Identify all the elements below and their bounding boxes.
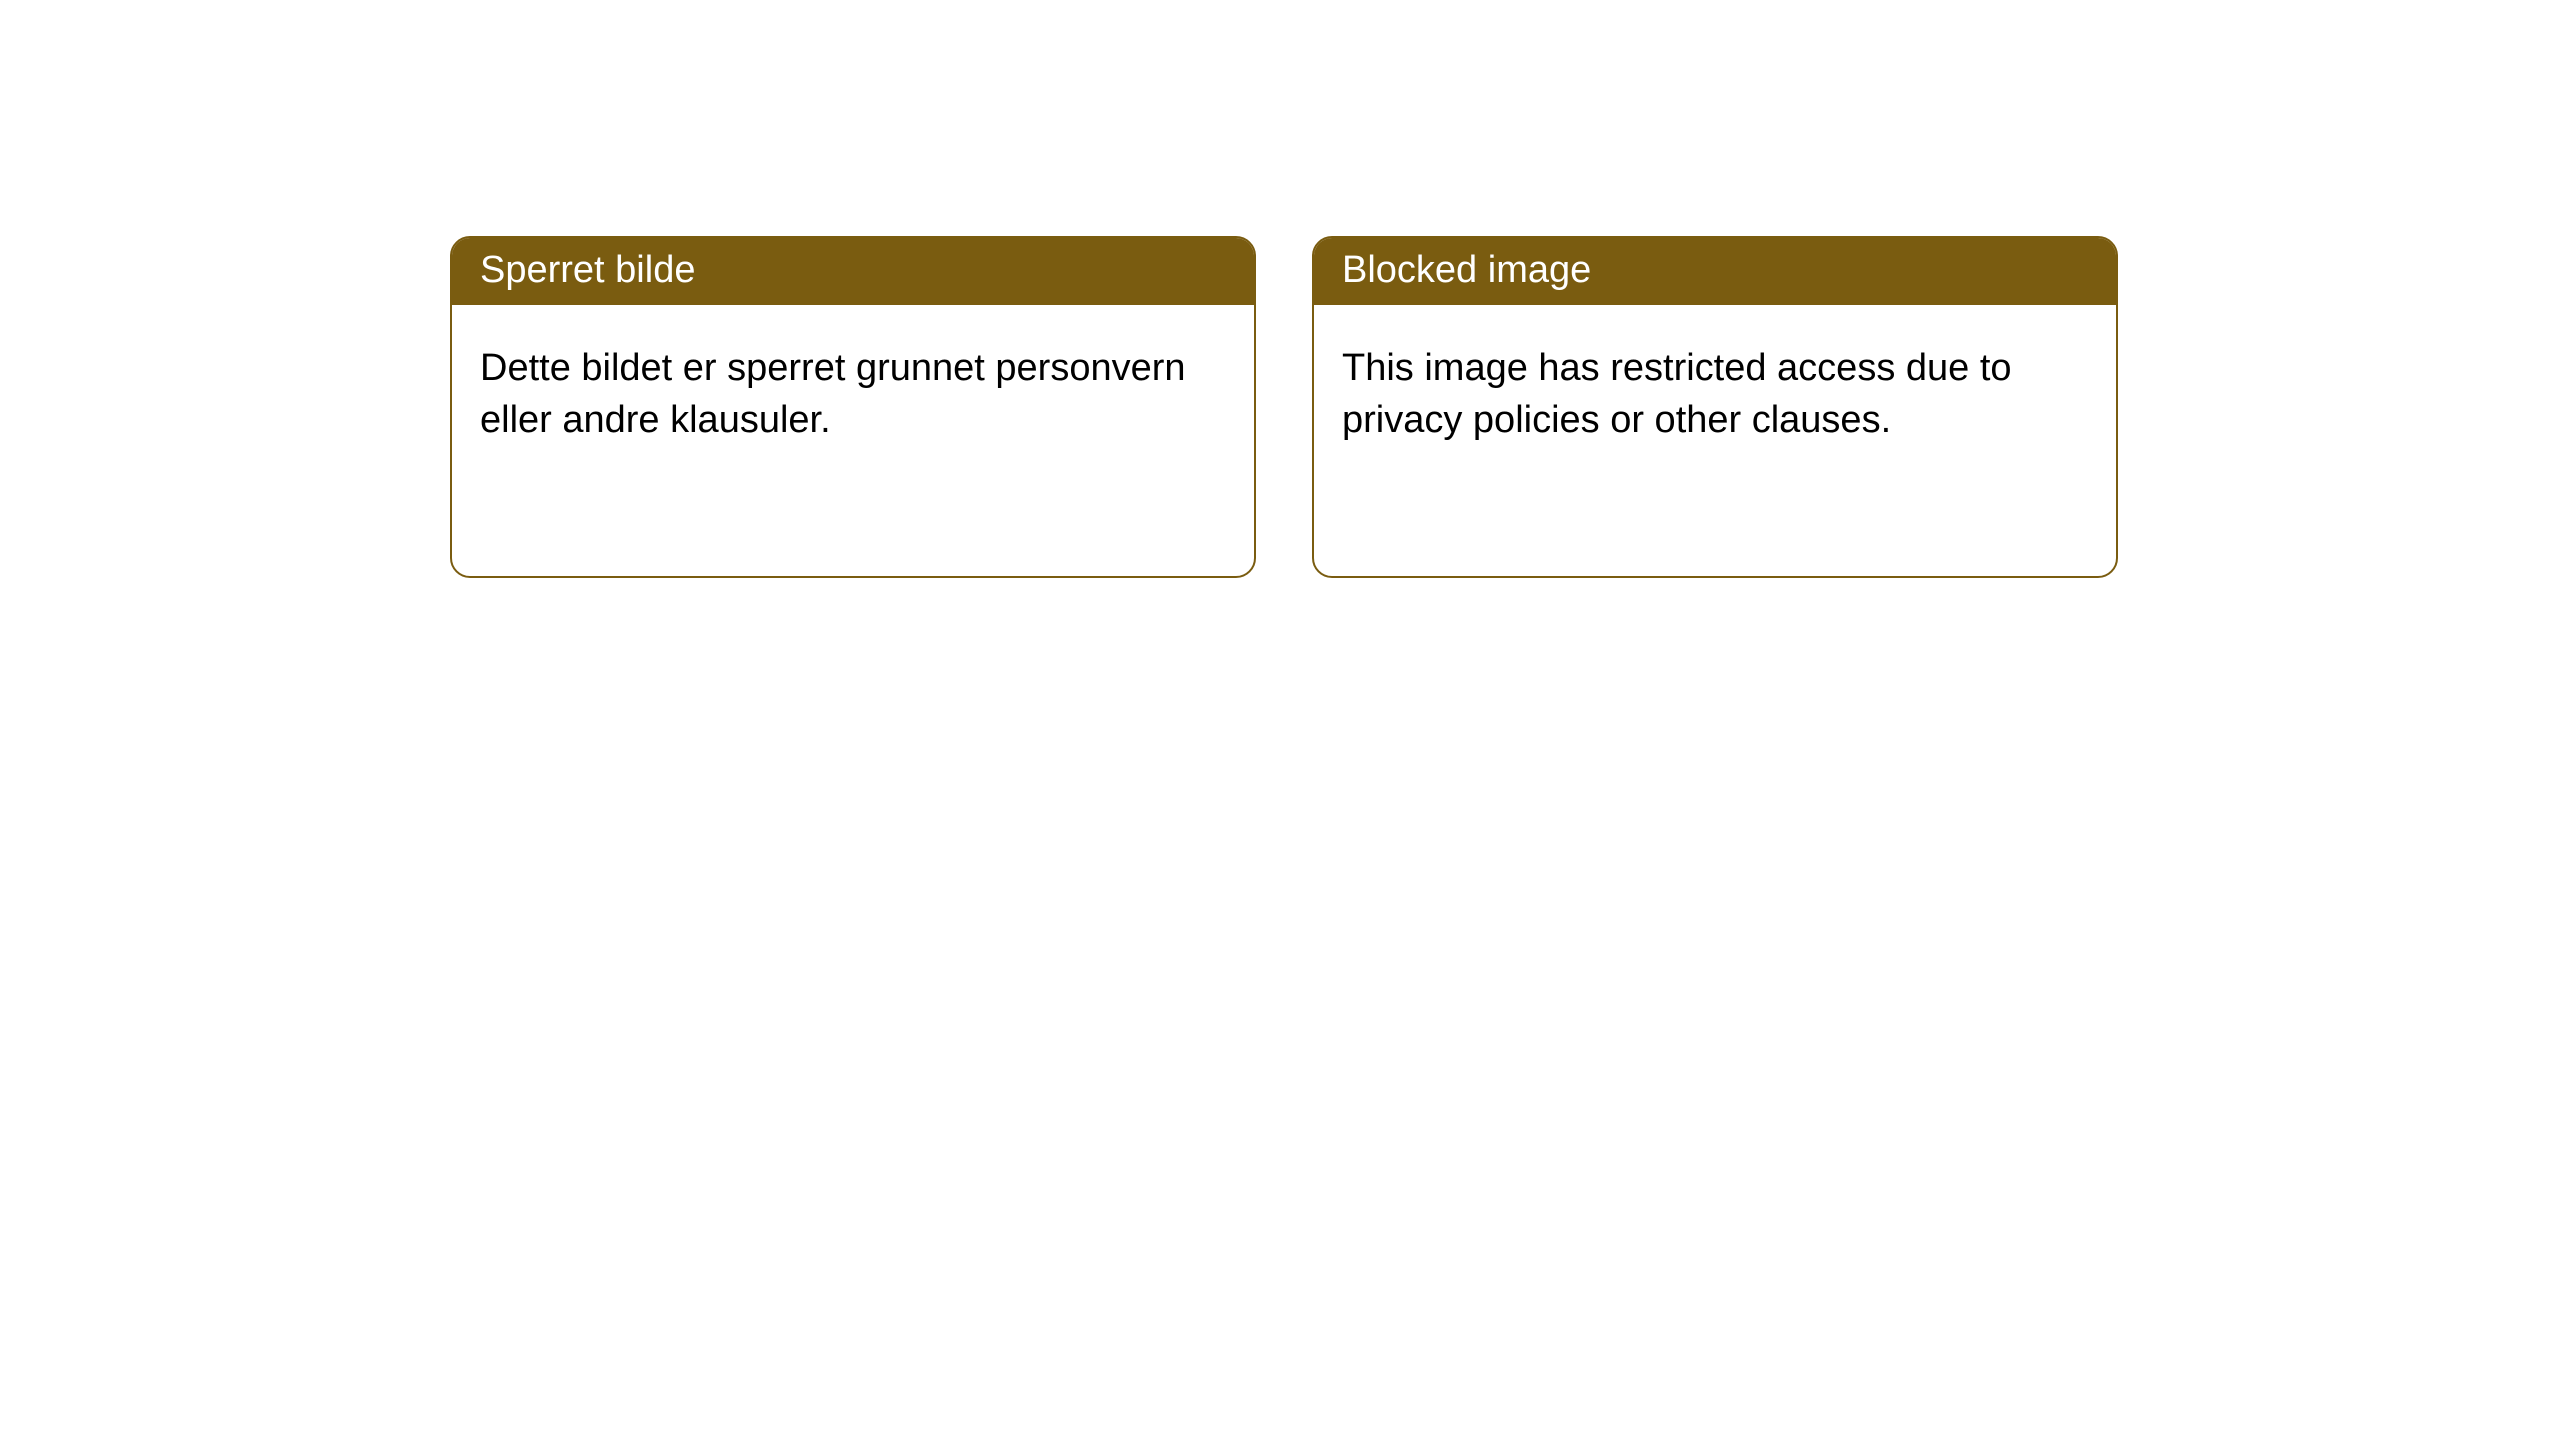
blocked-image-card-en: Blocked image This image has restricted …	[1312, 236, 2118, 578]
blocked-image-card-no: Sperret bilde Dette bildet er sperret gr…	[450, 236, 1256, 578]
cards-container: Sperret bilde Dette bildet er sperret gr…	[0, 0, 2560, 578]
card-header: Blocked image	[1314, 238, 2116, 305]
card-body: Dette bildet er sperret grunnet personve…	[452, 305, 1254, 484]
card-body-text: This image has restricted access due to …	[1342, 347, 2012, 440]
card-body: This image has restricted access due to …	[1314, 305, 2116, 484]
card-header: Sperret bilde	[452, 238, 1254, 305]
card-title: Sperret bilde	[480, 249, 695, 291]
card-body-text: Dette bildet er sperret grunnet personve…	[480, 347, 1186, 440]
card-title: Blocked image	[1342, 249, 1591, 291]
